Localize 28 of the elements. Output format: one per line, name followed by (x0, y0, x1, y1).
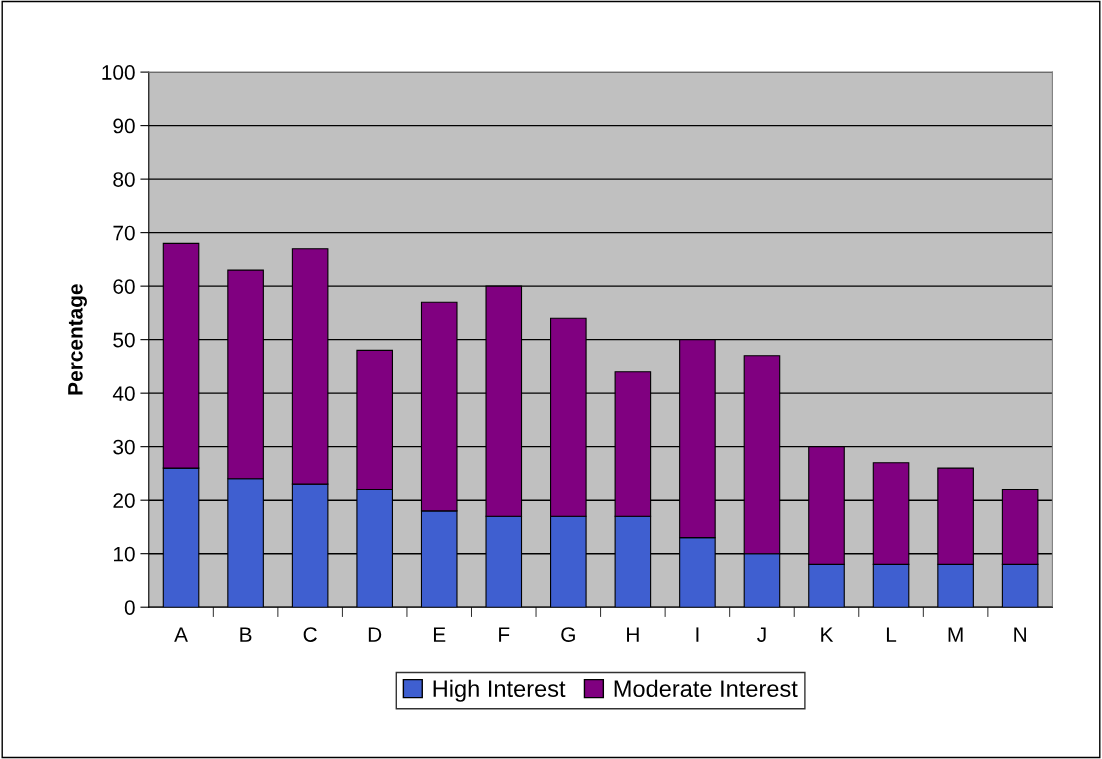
y-tick-label: 60 (113, 279, 135, 294)
y-tick-label: 80 (113, 172, 135, 187)
y-tick-label: 40 (112, 386, 135, 401)
x-tick-label: H (627, 627, 639, 642)
x-tick-label: E (433, 627, 446, 642)
x-tick-label: D (368, 627, 382, 642)
x-tick-label: A (174, 627, 188, 642)
legend-label: High Interest (433, 679, 566, 702)
x-tick-label: G (561, 627, 575, 642)
y-tick-label: 0 (124, 600, 135, 615)
y-tick-label: 30 (113, 439, 135, 455)
x-tick-label: M (948, 627, 963, 642)
y-tick-label: 90 (113, 118, 135, 134)
y-tick-label: 20 (113, 493, 135, 508)
y-tick-label: 70 (113, 225, 135, 241)
legend-label: Moderate Interest (614, 679, 798, 698)
x-tick-label: L (886, 627, 897, 642)
x-tick-label: J (757, 627, 766, 642)
y-axis-title: Percentage (68, 284, 87, 395)
x-tick-label: N (1014, 627, 1026, 642)
x-tick-label: F (499, 627, 510, 642)
y-tick-label: 100 (102, 65, 135, 80)
x-tick-label: C (303, 627, 317, 642)
x-tick-label: I (696, 627, 699, 642)
y-tick-label: 10 (113, 546, 135, 562)
x-tick-label: B (240, 627, 252, 642)
y-tick-label: 50 (113, 332, 135, 348)
x-tick-label: K (821, 627, 834, 642)
